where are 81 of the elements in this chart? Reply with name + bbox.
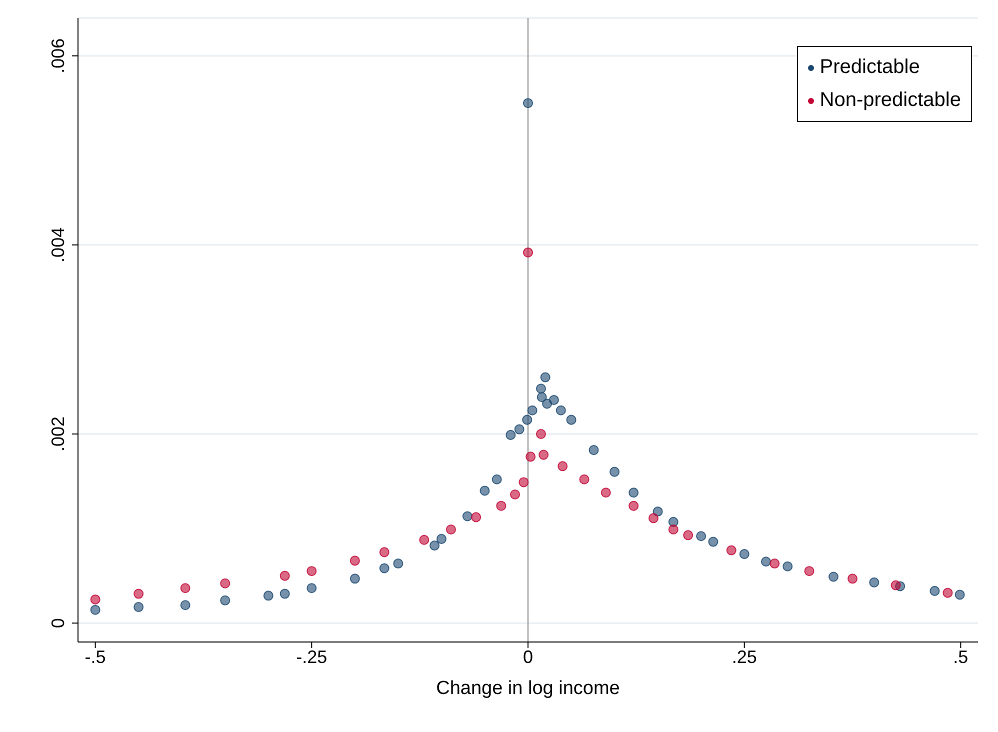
- point: [610, 466, 620, 477]
- point: [628, 500, 639, 511]
- y-tick-label: .006: [48, 38, 68, 74]
- x-tick-label: -.25: [296, 646, 328, 667]
- point: [579, 474, 590, 484]
- point: [350, 556, 360, 566]
- point: [522, 98, 534, 108]
- point: [306, 583, 317, 594]
- point: [280, 588, 290, 599]
- x-tick-label: -.5: [84, 646, 106, 667]
- x-axis-title: Change in log income: [436, 678, 620, 699]
- point: [518, 477, 529, 488]
- point: [536, 392, 547, 402]
- point: [496, 500, 506, 511]
- point: [536, 384, 546, 394]
- point: [510, 490, 520, 500]
- point: [538, 450, 549, 460]
- point: [522, 414, 532, 425]
- x-tick-label: .25: [732, 646, 757, 667]
- point: [263, 590, 274, 601]
- point: [890, 580, 901, 590]
- point: [828, 572, 838, 582]
- point: [648, 513, 658, 524]
- point: [668, 524, 678, 534]
- point: [180, 583, 190, 594]
- point: [536, 428, 546, 440]
- point: [480, 486, 490, 496]
- point: [942, 588, 953, 598]
- point: [540, 372, 550, 382]
- point: [446, 524, 456, 534]
- point: [280, 570, 290, 581]
- legend-label: Non-predictable: [820, 88, 961, 113]
- point: [134, 588, 144, 599]
- point: [696, 531, 706, 542]
- point: [726, 545, 736, 556]
- point: [379, 547, 390, 558]
- point: [848, 574, 858, 584]
- point: [436, 534, 446, 544]
- point: [522, 247, 534, 258]
- point: [804, 566, 814, 576]
- point: [954, 590, 965, 600]
- point: [462, 511, 472, 522]
- point: [514, 424, 524, 434]
- point: [90, 594, 100, 604]
- point: [430, 540, 440, 551]
- point: [628, 488, 639, 498]
- point: [419, 534, 430, 545]
- point: [930, 586, 940, 596]
- point: [393, 558, 404, 569]
- point: [134, 602, 144, 612]
- point: [180, 600, 190, 610]
- point: [683, 530, 694, 540]
- point: [558, 461, 568, 472]
- point: [220, 578, 230, 588]
- y-tick-label: .002: [48, 416, 68, 452]
- point: [770, 558, 780, 569]
- point: [782, 561, 793, 572]
- point: [350, 574, 360, 584]
- point: [600, 488, 611, 498]
- point: [760, 556, 771, 567]
- point: [306, 566, 317, 576]
- x-tick-label: 0: [522, 646, 534, 667]
- point: [708, 536, 718, 547]
- point: [526, 452, 536, 462]
- point: [90, 604, 100, 615]
- point: [492, 474, 502, 484]
- point: [556, 405, 566, 416]
- y-tick-label: 0: [48, 618, 68, 628]
- point: [471, 512, 482, 522]
- point: [527, 405, 538, 416]
- x-tick-label: .5: [953, 646, 968, 667]
- point: [379, 563, 390, 574]
- y-tick-label: .004: [48, 227, 68, 262]
- legend-label: Predictable: [820, 55, 920, 80]
- point: [506, 430, 516, 440]
- point: [869, 577, 880, 588]
- point: [548, 394, 559, 405]
- point: [739, 549, 750, 560]
- point: [588, 445, 599, 456]
- point: [220, 595, 230, 606]
- point: [566, 414, 576, 425]
